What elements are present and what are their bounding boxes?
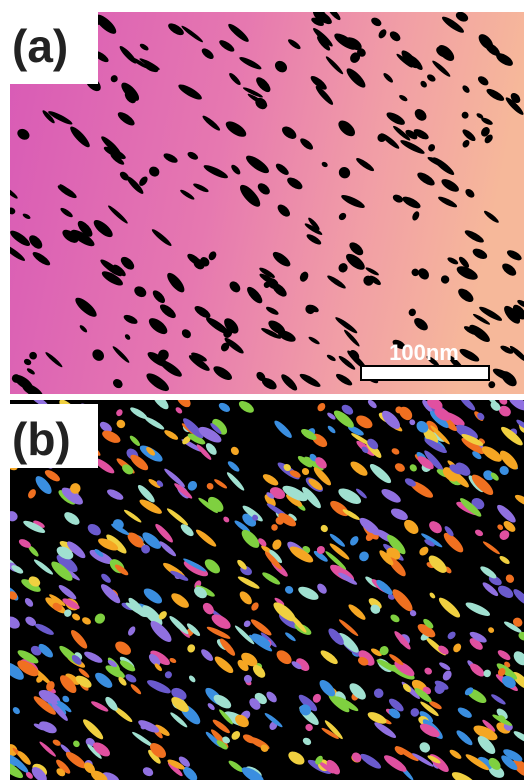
page: (a) (b) 100nm (() => { const data = JSON… [0, 0, 524, 780]
scale-bar [361, 366, 489, 380]
panel-label: (b) [12, 413, 71, 465]
figure: (a) (b) 100nm [0, 0, 524, 780]
panel-label: (a) [12, 20, 68, 72]
scale-bar-label: 100nm [389, 340, 459, 365]
